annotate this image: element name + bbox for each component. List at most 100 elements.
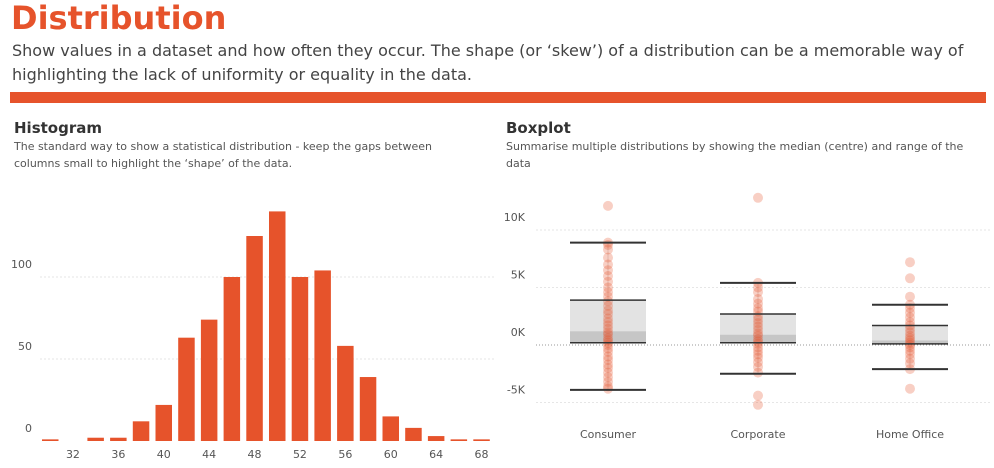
boxplot-point bbox=[753, 330, 763, 341]
boxplot-upper-box bbox=[570, 300, 646, 332]
histogram-bar bbox=[291, 277, 309, 441]
boxplot-point bbox=[603, 276, 613, 287]
boxplot-category-label: Consumer bbox=[580, 428, 637, 441]
boxplot-point bbox=[753, 338, 763, 349]
boxplot-point bbox=[905, 383, 915, 394]
boxplot-point bbox=[603, 305, 613, 316]
boxplot-point bbox=[905, 333, 915, 344]
boxplot-point bbox=[753, 367, 763, 378]
histogram-bar bbox=[155, 404, 172, 441]
boxplot-point bbox=[753, 390, 763, 401]
histogram-x-tick-label: 52 bbox=[293, 448, 307, 461]
histogram-bar bbox=[405, 427, 422, 441]
histogram-description: The standard way to show a statistical d… bbox=[14, 140, 432, 170]
boxplot-upper-box bbox=[872, 325, 948, 341]
boxplot-point bbox=[905, 257, 915, 268]
page-subtitle: Show values in a dataset and how often t… bbox=[12, 41, 964, 84]
boxplot-point bbox=[905, 327, 915, 338]
boxplot-point bbox=[603, 359, 613, 370]
boxplot-point bbox=[603, 327, 613, 338]
boxplot-point bbox=[753, 303, 763, 314]
boxplot-point bbox=[905, 358, 915, 369]
boxplot-lower-box bbox=[570, 331, 646, 343]
boxplot-y-tick-label: 5K bbox=[511, 269, 526, 282]
boxplot-point bbox=[603, 333, 613, 344]
boxplot-point bbox=[603, 313, 613, 324]
boxplot-point bbox=[603, 346, 613, 357]
histogram-x-tick-label: 36 bbox=[111, 448, 125, 461]
boxplot-point bbox=[753, 298, 763, 309]
histogram-x-tick-label: 32 bbox=[66, 448, 80, 461]
boxplot-point bbox=[905, 342, 915, 353]
page-title: Distribution bbox=[11, 0, 227, 37]
histogram-bar bbox=[473, 439, 490, 441]
histogram-bar bbox=[200, 319, 218, 441]
boxplot-point bbox=[753, 318, 763, 329]
boxplot-lower-box bbox=[720, 334, 796, 343]
boxplot-point bbox=[753, 352, 763, 363]
histogram-x-tick-label: 60 bbox=[384, 448, 398, 461]
boxplot-description: Summarise multiple distributions by show… bbox=[506, 140, 964, 170]
boxplot-point bbox=[753, 287, 763, 298]
histogram-x-tick-label: 48 bbox=[248, 448, 262, 461]
histogram-title: Histogram bbox=[14, 119, 102, 137]
boxplot-point bbox=[905, 337, 915, 348]
histogram-bar bbox=[246, 236, 263, 441]
boxplot-point bbox=[603, 317, 613, 327]
boxplot-group bbox=[720, 192, 796, 410]
boxplot-point bbox=[603, 271, 613, 281]
boxplot-point bbox=[753, 357, 763, 368]
boxplot-point bbox=[753, 399, 763, 410]
histogram-x-tick-label: 68 bbox=[475, 448, 489, 461]
boxplot-point bbox=[603, 354, 613, 365]
boxplot-point bbox=[905, 307, 915, 318]
boxplot-point bbox=[603, 300, 613, 311]
boxplot-point bbox=[603, 265, 613, 276]
boxplot-upper-box bbox=[720, 313, 796, 335]
histogram-y-tick-label: 50 bbox=[18, 340, 32, 353]
boxplot-point bbox=[905, 273, 915, 284]
boxplot-point bbox=[753, 334, 763, 345]
histogram-bar bbox=[132, 421, 150, 441]
boxplot-point bbox=[753, 336, 763, 347]
boxplot-category-label: Corporate bbox=[731, 428, 786, 441]
boxplot-point bbox=[753, 282, 763, 293]
boxplot-point bbox=[753, 349, 763, 360]
boxplot-point bbox=[753, 361, 763, 372]
boxplot-point bbox=[753, 321, 763, 332]
boxplot-point bbox=[905, 349, 915, 360]
histogram-bar bbox=[178, 337, 195, 441]
boxplot-group bbox=[872, 257, 948, 394]
boxplot-point bbox=[603, 308, 613, 319]
histogram-x-tick-label: 56 bbox=[338, 448, 352, 461]
boxplot-point bbox=[753, 314, 763, 325]
boxplot-point bbox=[603, 343, 613, 354]
boxplot-point bbox=[905, 323, 915, 334]
boxplot-category-label: Home Office bbox=[876, 428, 944, 441]
histogram-bar bbox=[42, 439, 59, 441]
boxplot-point bbox=[603, 383, 613, 394]
boxplot-lower-box bbox=[872, 340, 948, 344]
boxplot-point bbox=[753, 192, 763, 203]
histogram-bar bbox=[314, 270, 331, 441]
histogram-chart: 0 50 100 32 36 40 44 48 52 56 60 64 68 bbox=[11, 211, 494, 461]
boxplot-point bbox=[905, 312, 915, 323]
boxplot-point bbox=[603, 329, 613, 340]
boxplot-point bbox=[603, 291, 613, 302]
boxplot-point bbox=[603, 296, 613, 307]
boxplot-title: Boxplot bbox=[506, 119, 571, 137]
boxplot-point bbox=[905, 345, 915, 356]
boxplot-point bbox=[753, 328, 763, 339]
histogram-bar bbox=[337, 345, 354, 441]
boxplot-group bbox=[570, 200, 646, 394]
histogram-y-tick-label: 100 bbox=[11, 258, 32, 271]
boxplot-point bbox=[603, 287, 613, 298]
histogram-bar bbox=[450, 439, 468, 441]
boxplot-point bbox=[603, 244, 613, 255]
boxplot-point bbox=[603, 372, 613, 383]
boxplot-point bbox=[753, 294, 763, 304]
boxplot-y-tick-label: -5K bbox=[507, 384, 526, 397]
boxplot-point bbox=[603, 259, 613, 270]
boxplot-point bbox=[603, 282, 613, 293]
boxplot-point bbox=[753, 345, 763, 356]
